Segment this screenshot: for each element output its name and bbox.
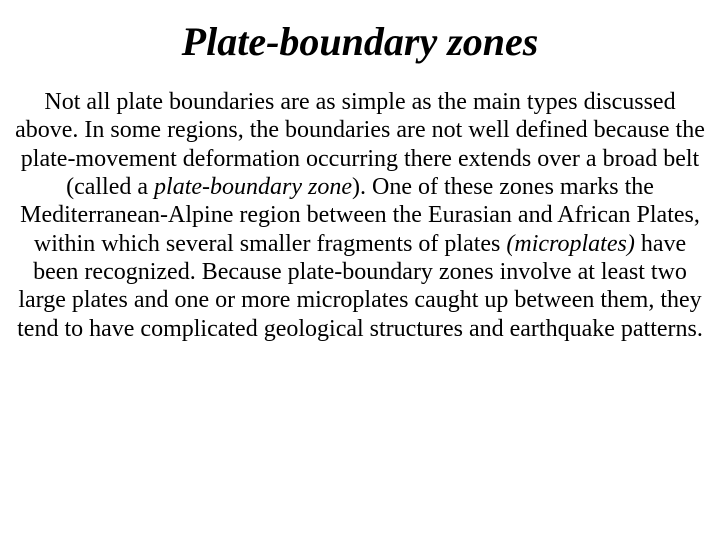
body-segment-2-italic: plate-boundary zone [154,174,352,200]
slide: Plate-boundary zones Not all plate bound… [0,0,720,540]
slide-body: Not all plate boundaries are as simple a… [10,88,710,343]
body-segment-4-italic: (microplates) [506,231,634,257]
slide-title: Plate-boundary zones [10,20,710,64]
